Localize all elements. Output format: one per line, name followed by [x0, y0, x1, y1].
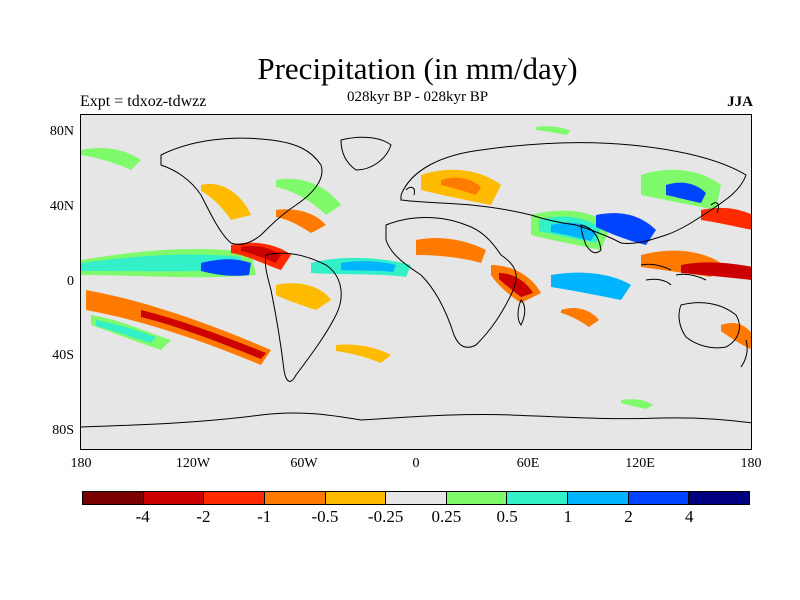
- anomaly-australia-east: [721, 323, 751, 350]
- coastline-new-zealand: [740, 339, 748, 368]
- colorbar-label: 1: [563, 507, 573, 526]
- colorbar-swatch: [507, 492, 569, 504]
- coastline-india: [580, 224, 602, 254]
- anomaly-south-pacific-red: [141, 310, 266, 359]
- anomaly-north-pacific: [81, 148, 141, 170]
- anomaly-layer: [81, 126, 751, 409]
- colorbar-swatch: [386, 492, 447, 504]
- colorbar-label: -2: [196, 507, 211, 526]
- coastline-africa: [385, 217, 517, 348]
- colorbar-swatch: [143, 492, 205, 504]
- colorbar-swatch: [325, 492, 387, 504]
- coastline-greenland: [340, 136, 392, 171]
- colorbar-swatch: [204, 492, 265, 504]
- anomaly-southern-ocean-green: [621, 399, 653, 409]
- lat-tick-label: 40S: [52, 348, 74, 363]
- anomaly-amazon: [276, 283, 331, 310]
- lat-tick-label: 40N: [49, 199, 74, 214]
- anomaly-arctic: [536, 126, 571, 135]
- anomaly-atlantic-deep: [341, 261, 396, 272]
- colorbar-swatch: [568, 492, 629, 504]
- coastline-south-america: [264, 252, 342, 382]
- colorbar-swatch: [446, 492, 508, 504]
- lat-tick-label: 80N: [49, 124, 74, 139]
- anomaly-central-america-dark: [241, 245, 281, 263]
- colorbar: [82, 491, 750, 505]
- season-label: JJA: [727, 94, 753, 110]
- anomaly-pacific-north: [701, 207, 751, 230]
- colorbar-swatch: [628, 492, 690, 504]
- coastline-madagascar: [517, 299, 526, 326]
- colorbar-swatch: [83, 492, 144, 504]
- coastline-british-isles: [405, 186, 415, 196]
- lon-tick-label: 60E: [516, 456, 540, 471]
- colorbar-label: -4: [135, 507, 150, 526]
- chart-title: Precipitation (in mm/day): [257, 51, 578, 86]
- lon-tick-label: 0: [412, 456, 420, 471]
- colorbar-label: 0.25: [431, 507, 462, 526]
- anomaly-itcz-blue: [201, 259, 251, 276]
- anomaly-south-pacific-cyan: [96, 320, 156, 343]
- colorbar-label: 2: [624, 507, 633, 526]
- lon-tick-label: 180: [740, 456, 762, 471]
- colorbar-label: 0.5: [496, 507, 518, 526]
- lon-tick-label: 120W: [175, 456, 211, 471]
- lat-tick-label: 0: [67, 274, 74, 289]
- anomaly-north-america: [201, 183, 251, 220]
- colorbar-swatch: [264, 492, 326, 504]
- coastline-japan: [710, 202, 719, 214]
- map-canvas: [81, 126, 751, 428]
- anomaly-east-asia-blue: [666, 182, 706, 203]
- colorbar-label: -0.5: [311, 507, 339, 526]
- anomaly-south-atlantic: [336, 344, 391, 363]
- colorbar-label: 4: [685, 507, 694, 526]
- colorbar-label: -0.25: [367, 507, 404, 526]
- lon-tick-label: 60W: [290, 456, 318, 471]
- anomaly-indian-ocean-south: [551, 272, 631, 300]
- lon-tick-label: 120E: [625, 456, 655, 471]
- anomaly-gulf-stream: [276, 178, 341, 215]
- anomaly-east-africa-red: [499, 273, 533, 297]
- coastline-north-america: [160, 137, 323, 246]
- coastline-eurasia: [400, 142, 747, 244]
- lat-tick-label: 80S: [52, 423, 74, 438]
- anomaly-south-indian: [561, 308, 599, 327]
- colorbar-label: -1: [257, 507, 272, 526]
- coastline-antarctica: [81, 412, 751, 428]
- anomaly-bay-bengal: [596, 213, 656, 245]
- anomaly-indian-blue: [551, 222, 596, 241]
- lon-tick-label: 180: [70, 456, 92, 471]
- coastline-maritime: [640, 263, 707, 286]
- coastline-layer: [81, 136, 751, 428]
- coastline-australia: [678, 302, 740, 349]
- anomaly-europe-red: [441, 177, 481, 195]
- precipitation-map: [80, 114, 752, 450]
- colorbar-swatch: [689, 492, 750, 504]
- anomaly-west-pacific: [681, 262, 751, 280]
- anomaly-west-africa: [416, 238, 486, 263]
- anomaly-north-atlantic: [276, 209, 326, 233]
- experiment-label: Expt = tdxoz-tdwzz: [80, 93, 207, 110]
- chart-subtitle: 028kyr BP - 028kyr BP: [346, 89, 489, 105]
